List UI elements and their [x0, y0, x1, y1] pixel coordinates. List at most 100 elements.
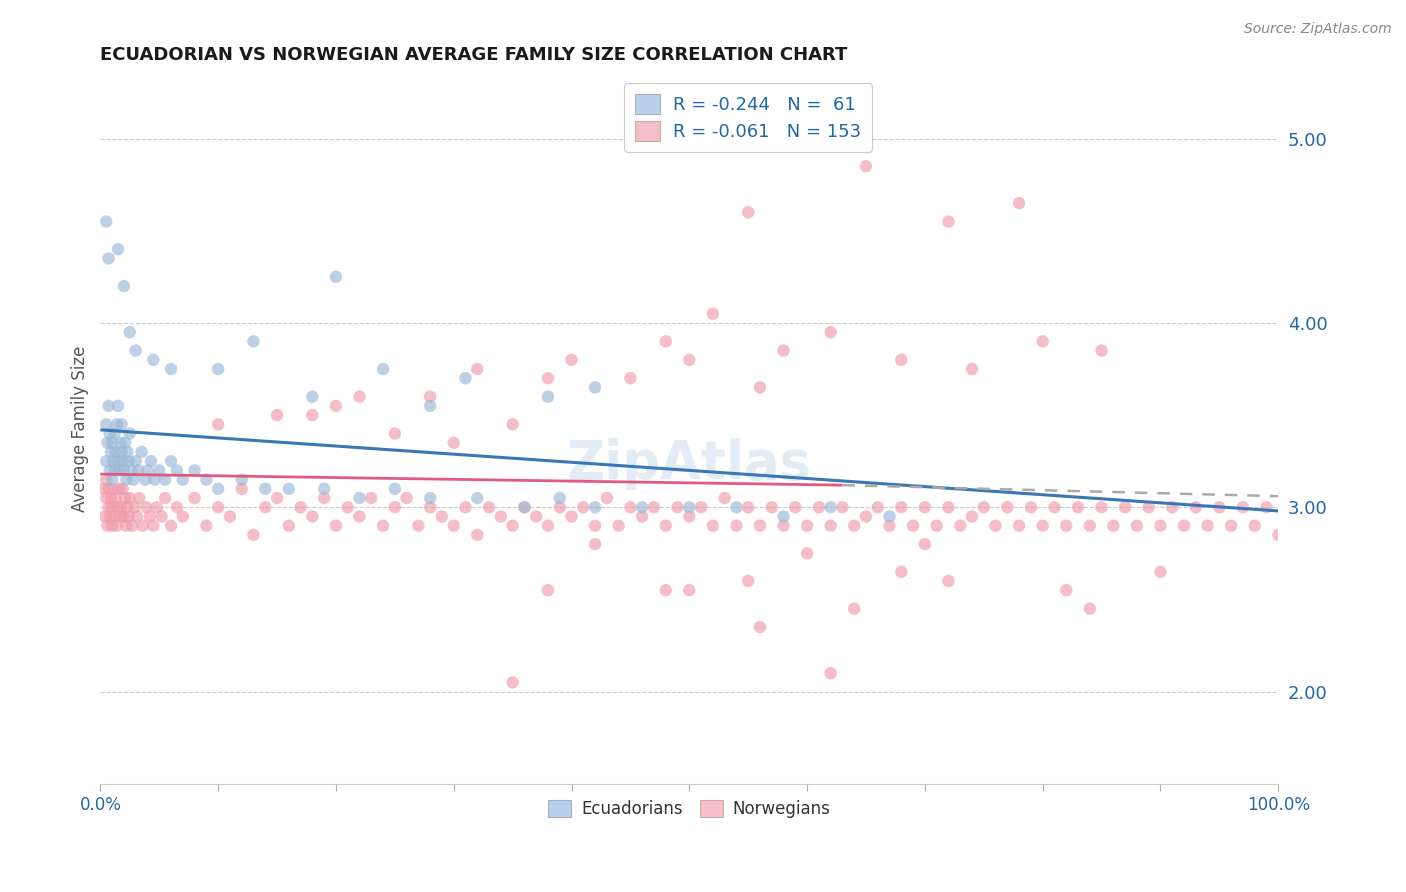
Point [831, 500, 853, 515]
Point [1126, 518, 1149, 533]
Point [678, 509, 700, 524]
Point [524, 509, 547, 524]
Point [796, 546, 818, 560]
Point [207, 482, 229, 496]
Point [984, 518, 1007, 533]
Point [110, 500, 132, 515]
Point [749, 620, 772, 634]
Point [1114, 500, 1136, 515]
Point [121, 518, 143, 533]
Point [172, 509, 194, 524]
Point [772, 518, 794, 533]
Point [103, 463, 125, 477]
Point [1008, 196, 1031, 211]
Point [1149, 518, 1171, 533]
Point [146, 500, 169, 515]
Point [195, 473, 218, 487]
Point [855, 509, 877, 524]
Point [583, 500, 606, 515]
Point [1256, 500, 1278, 515]
Point [772, 509, 794, 524]
Point [643, 500, 665, 515]
Point [325, 269, 347, 284]
Point [890, 565, 912, 579]
Point [749, 518, 772, 533]
Point [153, 473, 176, 487]
Point [150, 509, 173, 524]
Point [96, 454, 118, 468]
Point [125, 509, 148, 524]
Point [314, 491, 336, 505]
Point [98, 509, 121, 524]
Point [1054, 583, 1077, 598]
Point [1243, 518, 1265, 533]
Point [655, 518, 678, 533]
Point [132, 518, 155, 533]
Point [737, 500, 759, 515]
Point [1173, 518, 1195, 533]
Point [890, 500, 912, 515]
Point [1208, 500, 1230, 515]
Point [325, 399, 347, 413]
Point [108, 463, 131, 477]
Point [242, 528, 264, 542]
Point [349, 491, 371, 505]
Point [1054, 518, 1077, 533]
Point [844, 601, 866, 615]
Point [118, 491, 141, 505]
Point [301, 509, 323, 524]
Point [537, 390, 560, 404]
Point [254, 500, 277, 515]
Point [702, 518, 724, 533]
Point [583, 380, 606, 394]
Point [290, 500, 312, 515]
Y-axis label: Average Family Size: Average Family Size [72, 346, 89, 512]
Point [125, 454, 148, 468]
Point [513, 500, 536, 515]
Point [110, 509, 132, 524]
Point [666, 500, 689, 515]
Point [115, 518, 138, 533]
Point [949, 518, 972, 533]
Point [166, 463, 188, 477]
Point [583, 537, 606, 551]
Point [513, 500, 536, 515]
Point [148, 463, 170, 477]
Point [1078, 601, 1101, 615]
Point [914, 537, 936, 551]
Point [995, 500, 1018, 515]
Point [139, 454, 162, 468]
Point [103, 509, 125, 524]
Point [560, 509, 582, 524]
Point [277, 482, 299, 496]
Point [1019, 500, 1042, 515]
Point [112, 509, 135, 524]
Point [166, 500, 188, 515]
Point [112, 279, 135, 293]
Point [96, 491, 118, 505]
Point [142, 518, 165, 533]
Point [537, 518, 560, 533]
Point [103, 426, 125, 441]
Point [118, 325, 141, 339]
Point [97, 482, 120, 496]
Point [879, 518, 901, 533]
Point [104, 445, 127, 459]
Point [866, 500, 889, 515]
Point [114, 491, 136, 505]
Point [101, 473, 124, 487]
Point [925, 518, 948, 533]
Point [115, 473, 138, 487]
Point [655, 334, 678, 349]
Point [219, 509, 242, 524]
Point [537, 371, 560, 385]
Point [454, 371, 477, 385]
Point [94, 509, 117, 524]
Point [1220, 518, 1243, 533]
Point [139, 509, 162, 524]
Point [118, 426, 141, 441]
Point [96, 417, 118, 432]
Point [537, 583, 560, 598]
Point [619, 371, 641, 385]
Point [548, 491, 571, 505]
